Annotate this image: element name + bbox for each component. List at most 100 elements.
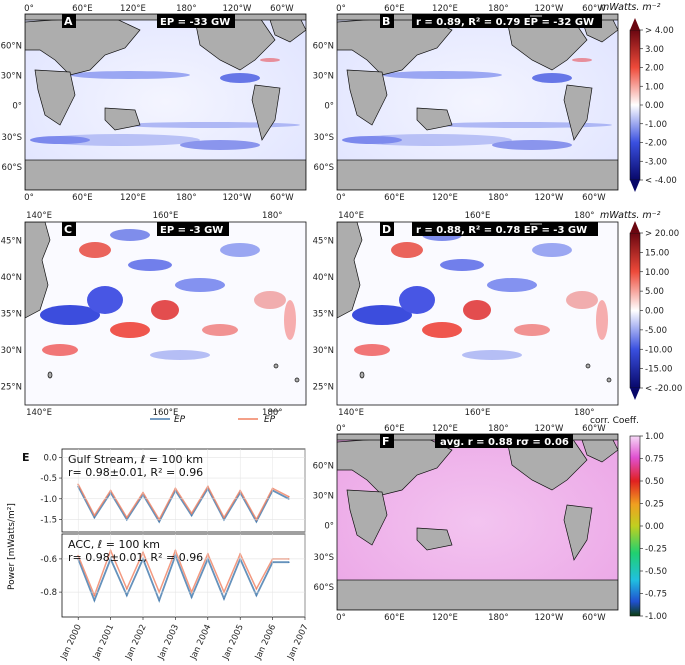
series-line-ep-bar: [77, 483, 290, 522]
series-point-ep-bar: [126, 516, 128, 519]
panel-f-land: [337, 434, 618, 610]
global-lat-tick: 30°N: [313, 72, 334, 82]
global-lon-tick-bottom: 120°W: [534, 613, 563, 623]
colorbar_mid-tick-label: 0.00: [645, 307, 664, 317]
x-tick-label: Jan 2000: [59, 623, 84, 662]
panel-a-land: [25, 14, 306, 190]
global-lat-tick: 0°: [12, 102, 22, 112]
legend-epbar-label: EP: [264, 415, 276, 425]
panel-a-letter: A: [64, 15, 73, 28]
zoom-lon-tick-top: 160°E: [465, 211, 491, 221]
colorbar_top-tick-label: 2.00: [645, 64, 664, 74]
x-tick-label: Jan 2003: [156, 623, 181, 662]
colorbar_mid-tick-label: 10.00: [645, 268, 669, 278]
colorbar_top-tick-label: > 4.00: [645, 26, 674, 36]
zoom-lon-tick-bottom: 140°E: [26, 408, 52, 418]
x-tick-label: Jan 2001: [91, 623, 116, 662]
zoom-lon-tick-bottom: 160°E: [153, 408, 179, 418]
y-tick-label: -1.0: [40, 495, 57, 505]
global-lon-tick-bottom: 120°W: [222, 193, 251, 203]
global-lon-tick-bottom: 0°: [336, 613, 346, 623]
colorbar-top-max-arrow: [630, 18, 640, 30]
colorbar_bot-tick-label: -0.75: [645, 590, 667, 600]
gulf-stream-axes: [61, 448, 306, 533]
global-lat-tick: 60°S: [314, 163, 334, 173]
series-point-ep: [288, 561, 290, 564]
colorbar_mid-tick-label: 15.00: [645, 248, 669, 258]
global-lon-tick-bottom: 180°: [488, 193, 508, 203]
global-lat-tick: 60°N: [313, 462, 334, 472]
series-line-ep-bar: [77, 548, 289, 598]
zoom-lon-tick-bottom: 180°: [574, 408, 594, 418]
panel-f-map: [336, 433, 619, 611]
colorbar-top: [629, 18, 641, 192]
colorbar_top-tick-label: < -4.00: [645, 176, 677, 186]
global-lon-tick-top: 180°: [488, 4, 508, 14]
zoom-lon-tick-top: 140°E: [26, 211, 52, 221]
global-lat-tick: 30°N: [313, 492, 334, 502]
panel-c-ep-field: [25, 222, 300, 383]
colorbar_bot-tick-label: -0.50: [645, 567, 667, 577]
zoom-lat-tick: 40°N: [313, 273, 334, 283]
global-lon-tick-bottom: 60°E: [384, 193, 404, 203]
colorbar_mid-tick-label: -15.00: [645, 365, 672, 375]
global-lon-tick-bottom: 0°: [336, 193, 346, 203]
colorbar_top-tick-label: -1.00: [645, 120, 667, 130]
global-lon-tick-bottom: 0°: [24, 193, 34, 203]
global-lon-tick-top: 60°E: [384, 424, 404, 434]
panel-b-letter: B: [382, 15, 390, 28]
global-lon-tick-top: 0°: [336, 4, 346, 14]
colorbar-mid: [629, 221, 641, 400]
global-lat-tick: 30°N: [1, 72, 22, 82]
zoom-lat-tick: 30°N: [313, 346, 334, 356]
colorbar-top-min-arrow: [630, 180, 640, 192]
series-point-ep-bar: [255, 587, 258, 590]
global-lon-tick-top: 120°E: [432, 4, 458, 14]
global-lat-tick: 30°S: [2, 133, 22, 143]
series-point-ep-bar: [288, 495, 290, 498]
series-line-ep: [77, 553, 289, 603]
zoom-lat-tick: 40°N: [1, 273, 22, 283]
global-lon-tick-top: 60°W: [270, 4, 294, 14]
panel-c-letter: C: [64, 223, 72, 236]
global-lon-tick-bottom: 120°W: [534, 193, 563, 203]
colorbar_top-tick-label: 0.00: [645, 101, 664, 111]
y-tick-label: -1.5: [40, 516, 57, 526]
zoom-lon-tick-top: 180°: [262, 211, 282, 221]
series-point-ep: [93, 516, 96, 519]
legend: [150, 410, 279, 420]
panel-f-stat: avg. r = 0.88 rσ = 0.06: [440, 437, 569, 448]
series-point-ep: [190, 514, 193, 517]
global-lon-tick-bottom: 60°W: [582, 613, 606, 623]
global-lat-tick: 60°N: [1, 42, 22, 52]
panel-d-ep-field: [337, 222, 612, 383]
panel-d-land: [337, 222, 612, 383]
colorbar_top-tick-label: -3.00: [645, 157, 667, 167]
colorbar-mid-max-arrow: [630, 221, 640, 233]
acc-grid: [59, 534, 306, 617]
global-lon-tick-top: 60°W: [582, 4, 606, 14]
gulf-stream-stats: r= 0.98±0.01, R² = 0.96: [68, 466, 203, 479]
series-point-ep: [190, 596, 193, 598]
zoom-lat-tick: 45°N: [313, 236, 334, 246]
zoom-lat-tick: 35°N: [1, 310, 22, 320]
global-lon-tick-top: 60°E: [72, 4, 92, 14]
zoom-lon-tick-bottom: 160°E: [465, 408, 491, 418]
panel-b-stat: r = 0.89, R² = 0.79 EP = -32 GW: [416, 17, 594, 28]
gulf-stream-grid: [59, 449, 306, 532]
zoom-lat-tick: 30°N: [1, 346, 22, 356]
global-lat-tick: 60°S: [314, 583, 334, 593]
series-point-ep: [223, 597, 225, 600]
acc-stats: r= 0.98±0.01, R² = 0.96: [68, 551, 203, 564]
global-lon-tick-top: 60°E: [384, 4, 404, 14]
global-lon-tick-bottom: 60°W: [582, 193, 606, 203]
global-lat-tick: 60°N: [313, 42, 334, 52]
colorbar_bot-tick-label: 1.00: [645, 432, 664, 442]
colorbar-bot: [629, 435, 641, 617]
series-point-ep-bar: [223, 516, 225, 519]
legend-ep-label: EP: [174, 415, 186, 425]
panel-d-letter: D: [382, 223, 391, 236]
colorbar_bot-tick-label: -1.00: [645, 612, 667, 622]
zoom-lat-tick: 45°N: [1, 236, 22, 246]
